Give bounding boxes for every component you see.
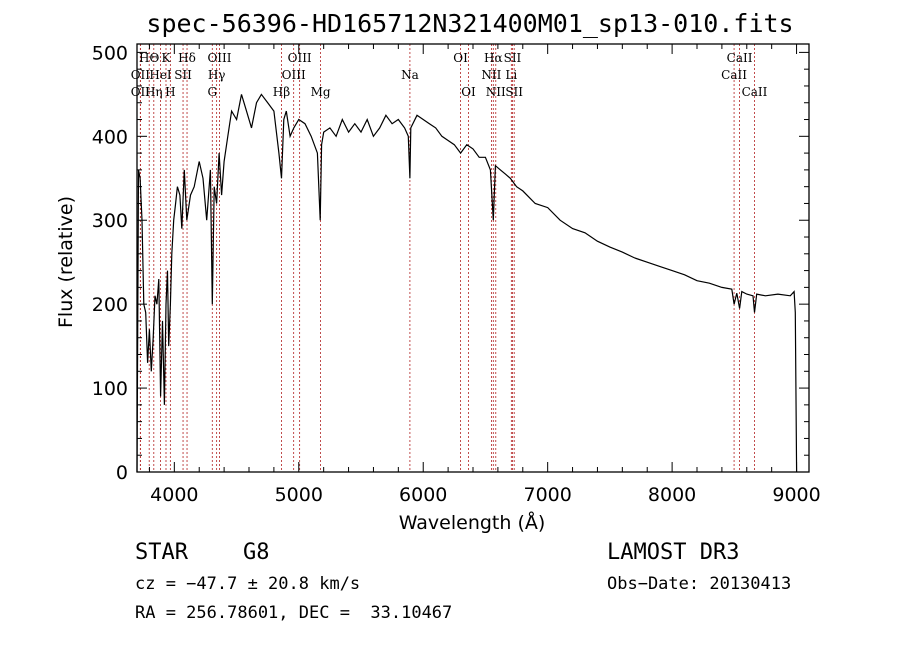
- y-tick-label-400: 400: [92, 126, 128, 148]
- plot-frame: [136, 43, 810, 473]
- marker-label-1: K: [162, 51, 172, 65]
- x-tick-label-7000: 7000: [523, 484, 571, 506]
- y-tick-label-0: 0: [116, 462, 128, 484]
- x-axis: 4000 5000 6000 7000 8000 9000: [148, 44, 821, 506]
- marker-label-9: OII: [131, 68, 151, 82]
- y-axis-label: Flux (relative): [55, 196, 77, 328]
- marker-label-10: HeI: [149, 68, 172, 82]
- marker-label-24: OI: [461, 85, 476, 99]
- marker-label-21: G: [207, 85, 217, 99]
- x-axis-label: Wavelength (Å): [399, 511, 546, 534]
- x-tick-label-4000: 4000: [150, 484, 198, 506]
- marker-label-6: Hα: [484, 51, 503, 65]
- y-tick-label-200: 200: [92, 294, 128, 316]
- marker-label-2: Hδ: [178, 51, 196, 65]
- x-tick-label-6000: 6000: [399, 484, 447, 506]
- observation-date: Obs−Date: 20130413: [607, 574, 792, 594]
- marker-label-26: SII: [505, 85, 523, 99]
- marker-label-11: SII: [174, 68, 192, 82]
- y-tick-label-100: 100: [92, 378, 128, 400]
- chart-title: spec-56396-HD165712N321400M01_sp13-010.f…: [146, 9, 793, 38]
- marker-label-27: CaII: [742, 85, 768, 99]
- x-tick-label-5000: 5000: [275, 484, 323, 506]
- marker-label-7: SII: [504, 51, 522, 65]
- marker-label-4: OIII: [288, 51, 312, 65]
- marker-label-13: OIII: [282, 68, 306, 82]
- y-axis: 0 100 200 300 400 500: [92, 42, 809, 484]
- y-tick-label-500: 500: [92, 42, 128, 64]
- marker-label-16: Li: [505, 68, 517, 82]
- survey-name: LAMOST DR3: [607, 540, 740, 565]
- coordinates-readout: RA = 256.78601, DEC = 33.10467: [135, 603, 453, 623]
- marker-label-5: OI: [453, 51, 468, 65]
- x-tick-label-9000: 9000: [772, 484, 820, 506]
- marker-label-20: H: [165, 85, 175, 99]
- marker-label-3: OIII: [207, 51, 231, 65]
- marker-label-19: Hη: [145, 85, 163, 99]
- object-subclass: G8: [243, 540, 270, 565]
- marker-label-25: NII: [486, 85, 506, 99]
- marker-label-22: Hβ: [273, 85, 290, 99]
- redshift-readout: cz = −47.7 ± 20.8 km/s: [135, 574, 361, 594]
- marker-label-8: CaII: [727, 51, 753, 65]
- object-type: STAR: [135, 540, 188, 565]
- flux-series-line: [136, 93, 798, 473]
- x-tick-label-8000: 8000: [648, 484, 696, 506]
- y-tick-label-300: 300: [92, 210, 128, 232]
- marker-label-12: Hγ: [208, 68, 226, 82]
- marker-label-14: Na: [401, 68, 419, 82]
- marker-label-23: Mg: [311, 85, 331, 99]
- marker-label-15: NII: [481, 68, 501, 82]
- spectral-line-markers: [139, 44, 755, 472]
- marker-label-18: OII: [131, 85, 151, 99]
- marker-label-17: CaII: [721, 68, 747, 82]
- marker-label-0: HΘ: [139, 51, 159, 65]
